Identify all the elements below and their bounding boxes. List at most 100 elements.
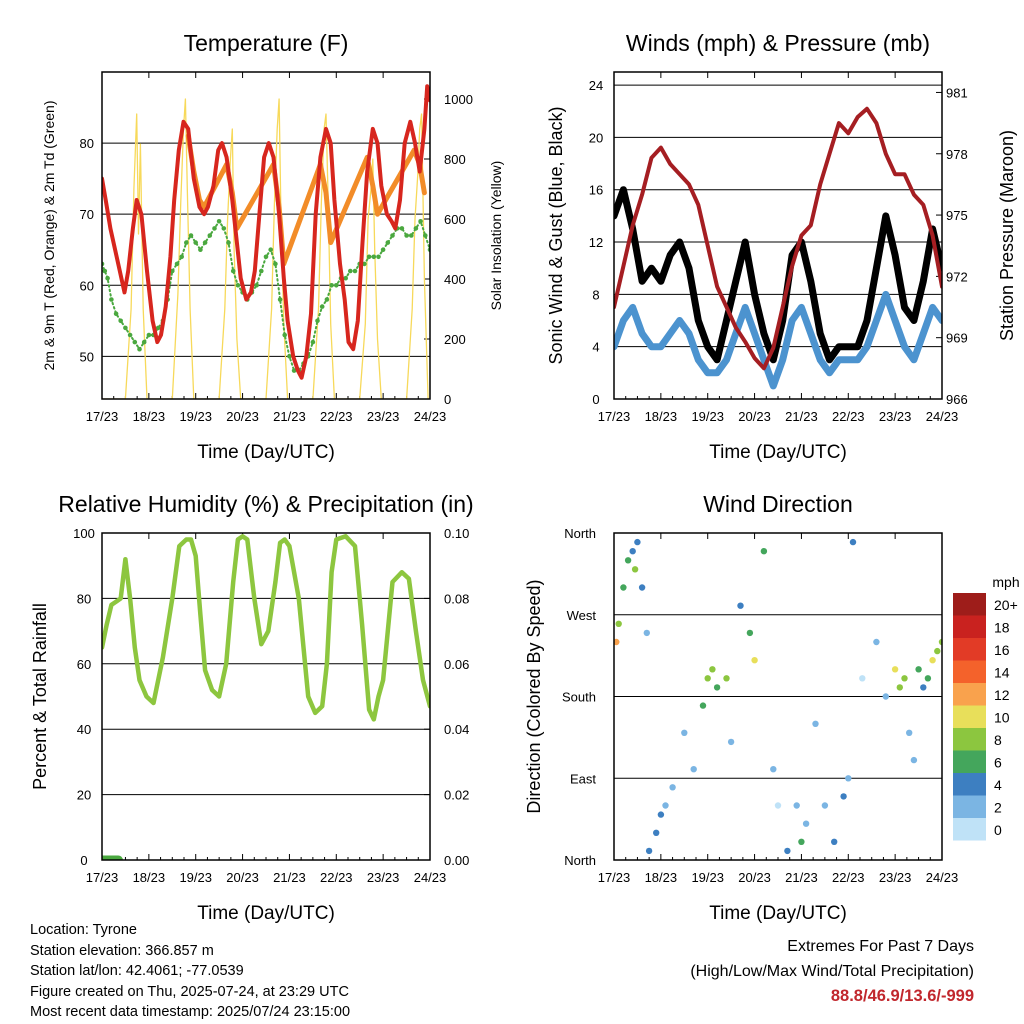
colorbar-label: 4 <box>994 777 1002 793</box>
direction-point <box>840 793 847 800</box>
direction-point <box>624 557 632 564</box>
direction-point <box>770 766 777 773</box>
chart-title: Relative Humidity (%) & Precipitation (i… <box>58 491 473 517</box>
direction-point <box>629 548 636 555</box>
y-tick-label: 12 <box>589 235 603 250</box>
y-tick-label: 4 <box>592 340 599 355</box>
y2-tick-label: 0.10 <box>444 526 469 541</box>
direction-point <box>934 647 941 655</box>
y-tick-label: 60 <box>80 278 94 293</box>
y-axis-label: 2m & 9m T (Red, Orange) & 2m Td (Green) <box>41 101 57 371</box>
direction-point <box>634 538 641 546</box>
y2-tick-label: 1000 <box>444 92 473 107</box>
direction-point <box>915 666 922 673</box>
temp-2m-line <box>102 84 430 380</box>
colorbar-label: 12 <box>994 687 1010 703</box>
x-tick-label: 22/23 <box>832 870 865 885</box>
y-tick-label: 50 <box>80 349 94 364</box>
colorbar-label: 16 <box>994 642 1010 658</box>
x-axis-label: Time (Day/UTC) <box>709 442 847 463</box>
colorbar-swatch <box>953 683 986 706</box>
extremes-title: Extremes For Past 7 Days <box>787 938 974 955</box>
y-tick-label: West <box>567 608 597 623</box>
x-tick-label: 19/23 <box>179 870 212 885</box>
x-tick-label: 23/23 <box>367 409 400 424</box>
colorbar-swatch <box>953 773 986 796</box>
y-tick-label: 24 <box>589 78 603 93</box>
direction-point <box>737 602 744 609</box>
colorbar-label: 20+ <box>994 597 1018 613</box>
y-axis-label: Direction (Colored By Speed) <box>524 579 544 813</box>
direction-point <box>849 538 857 546</box>
y2-tick-label: 981 <box>946 85 968 100</box>
y-tick-label: 60 <box>77 657 91 672</box>
direction-point <box>896 684 903 691</box>
x-tick-label: 21/23 <box>785 409 818 424</box>
direction-point <box>699 702 707 709</box>
extremes-subtitle: (High/Low/Max Wind/Total Precipitation) <box>690 963 974 980</box>
x-tick-label: 20/23 <box>738 870 771 885</box>
extremes-box: Extremes For Past 7 Days (High/Low/Max W… <box>690 934 974 1009</box>
y2-tick-label: 600 <box>444 212 466 227</box>
direction-point <box>831 838 838 845</box>
x-tick-label: 19/23 <box>179 409 212 424</box>
direction-point <box>760 548 768 555</box>
colorbar-label: 18 <box>994 620 1010 636</box>
plot-frame <box>613 532 943 861</box>
y2-tick-label: 0.04 <box>444 722 469 737</box>
y-tick-label: 0 <box>592 392 599 407</box>
direction-point <box>643 629 650 637</box>
y-tick-label: 80 <box>77 591 91 606</box>
colorbar-swatch <box>953 750 986 773</box>
y-tick-label: 40 <box>77 722 91 737</box>
y2-axis-label: Station Pressure (Maroon) <box>997 130 1017 341</box>
colorbar-swatch <box>953 795 986 818</box>
x-tick-label: 24/23 <box>414 409 447 424</box>
chart-title: Wind Direction <box>703 491 853 517</box>
direction-point <box>906 729 913 736</box>
direction-point <box>657 811 665 818</box>
y-tick-label: 100 <box>73 526 95 541</box>
x-axis-label: Time (Day/UTC) <box>197 442 335 463</box>
colorbar-label: 6 <box>994 755 1002 771</box>
y2-tick-label: 0.08 <box>444 591 469 606</box>
x-axis-label: Time (Day/UTC) <box>709 903 847 924</box>
x-tick-label: 18/23 <box>645 409 678 424</box>
chart-title: Winds (mph) & Pressure (mb) <box>626 30 930 56</box>
station-info: Location: Tyrone Station elevation: 366.… <box>30 920 350 1023</box>
x-axis-label: Time (Day/UTC) <box>197 903 335 924</box>
elevation-text: Station elevation: 366.857 m <box>30 942 214 959</box>
colorbar-label: 14 <box>994 665 1010 681</box>
y-tick-label: 80 <box>80 136 94 151</box>
colorbar-label: 0 <box>994 822 1002 838</box>
x-tick-label: 19/23 <box>691 409 724 424</box>
direction-point <box>910 756 918 764</box>
x-tick-label: 19/23 <box>691 870 724 885</box>
y2-tick-label: 800 <box>444 152 466 167</box>
direction-point <box>751 657 758 664</box>
direction-point <box>859 675 866 682</box>
temp-9m-line <box>185 133 427 267</box>
x-tick-label: 24/23 <box>414 870 447 885</box>
direction-point <box>614 638 620 646</box>
colorbar-label: 2 <box>994 800 1002 816</box>
x-tick-label: 21/23 <box>273 870 306 885</box>
colorbar-swatch <box>953 728 986 751</box>
colorbar-swatch <box>953 705 986 728</box>
y2-tick-label: 978 <box>946 147 968 162</box>
x-tick-label: 17/23 <box>598 409 631 424</box>
direction-point <box>615 620 622 627</box>
y2-tick-label: 400 <box>444 272 466 287</box>
x-tick-label: 17/23 <box>86 870 119 885</box>
colorbar-swatch <box>953 818 986 841</box>
direction-point <box>929 657 936 664</box>
x-tick-label: 21/23 <box>273 409 306 424</box>
wind-line <box>614 290 942 390</box>
x-tick-label: 23/23 <box>879 409 912 424</box>
direction-point <box>662 802 669 809</box>
direction-point <box>784 847 791 855</box>
y2-tick-label: 975 <box>946 208 968 223</box>
direction-point <box>793 802 800 809</box>
direction-point <box>845 775 852 782</box>
direction-point <box>704 675 711 682</box>
